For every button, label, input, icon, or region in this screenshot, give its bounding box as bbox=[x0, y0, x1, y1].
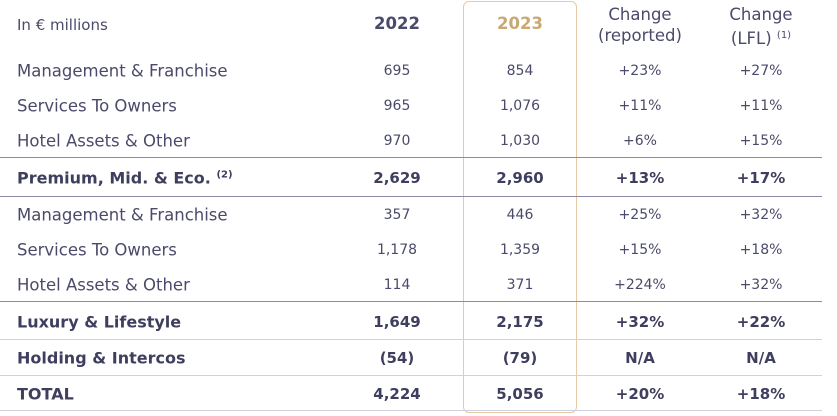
change-reported-header: Change (reported) bbox=[590, 4, 690, 46]
row-label-text: Premium, Mid. & Eco. bbox=[17, 168, 211, 187]
change-lfl: +15% bbox=[739, 132, 783, 149]
change-lfl-label: (LFL) bbox=[730, 29, 772, 48]
change-lfl: +32% bbox=[739, 206, 783, 223]
change-lfl-line2: (LFL) (1) bbox=[710, 25, 812, 49]
row-label: Hotel Assets & Other bbox=[17, 131, 190, 150]
change-reported: +15% bbox=[618, 241, 662, 258]
value-2022: (54) bbox=[379, 348, 415, 367]
table-header: In € millions 2022 2023 Change (reported… bbox=[0, 0, 837, 50]
value-2022: 2,629 bbox=[373, 168, 421, 187]
row-label: Services To Owners bbox=[17, 96, 177, 115]
table-row: Management & Franchise 357 446 +25% +32% bbox=[0, 197, 837, 232]
value-2023: 1,359 bbox=[499, 241, 541, 258]
change-lfl: N/A bbox=[746, 348, 776, 367]
divider bbox=[0, 410, 822, 411]
change-reported: +13% bbox=[615, 168, 665, 187]
value-2022: 1,649 bbox=[373, 312, 421, 331]
footnote-1: (1) bbox=[776, 30, 792, 41]
value-2022: 357 bbox=[383, 206, 411, 223]
row-label: Management & Franchise bbox=[17, 61, 228, 80]
change-reported: +23% bbox=[618, 62, 662, 79]
change-reported: +20% bbox=[615, 384, 665, 403]
row-label: Luxury & Lifestyle bbox=[17, 312, 182, 331]
change-lfl: +11% bbox=[739, 97, 783, 114]
change-lfl: +18% bbox=[739, 241, 783, 258]
year-2022-header: 2022 bbox=[374, 14, 420, 33]
divider bbox=[0, 375, 822, 376]
value-2023: 371 bbox=[506, 276, 534, 293]
table-row: Management & Franchise 695 854 +23% +27% bbox=[0, 53, 837, 88]
value-2023: 854 bbox=[506, 62, 534, 79]
value-2022: 695 bbox=[383, 62, 411, 79]
change-reported-line2: (reported) bbox=[598, 26, 682, 45]
change-lfl-header: Change (LFL) (1) bbox=[710, 4, 812, 49]
value-2022: 970 bbox=[383, 132, 411, 149]
divider bbox=[0, 301, 822, 302]
row-label: TOTAL bbox=[17, 384, 74, 403]
divider bbox=[0, 157, 822, 158]
row-label: Services To Owners bbox=[17, 240, 177, 259]
change-reported: +224% bbox=[614, 276, 666, 293]
change-reported: +32% bbox=[615, 312, 665, 331]
row-label: Premium, Mid. & Eco. (2) bbox=[17, 168, 233, 187]
change-lfl: +17% bbox=[736, 168, 786, 187]
total-row: TOTAL 4,224 5,056 +20% +18% bbox=[0, 376, 837, 411]
value-2022: 114 bbox=[383, 276, 411, 293]
subtotal-row: Premium, Mid. & Eco. (2) 2,629 2,960 +13… bbox=[0, 160, 837, 195]
table-row: Services To Owners 965 1,076 +11% +11% bbox=[0, 88, 837, 123]
value-2023: 5,056 bbox=[496, 384, 544, 403]
year-2023-header: 2023 bbox=[497, 14, 543, 33]
divider bbox=[0, 339, 822, 340]
change-lfl: +27% bbox=[739, 62, 783, 79]
change-lfl: +22% bbox=[736, 312, 786, 331]
value-2023: 1,076 bbox=[499, 97, 541, 114]
row-label: Holding & Intercos bbox=[17, 348, 186, 367]
units-label: In € millions bbox=[17, 16, 108, 34]
value-2023: (79) bbox=[502, 348, 538, 367]
change-lfl-line1: Change bbox=[729, 5, 793, 24]
highlight-2023-column bbox=[463, 1, 577, 413]
table-row: Hotel Assets & Other 114 371 +224% +32% bbox=[0, 267, 837, 302]
value-2023: 1,030 bbox=[499, 132, 541, 149]
value-2023: 2,175 bbox=[496, 312, 544, 331]
value-2022: 4,224 bbox=[373, 384, 421, 403]
change-lfl: +18% bbox=[736, 384, 786, 403]
subtotal-row: Luxury & Lifestyle 1,649 2,175 +32% +22% bbox=[0, 304, 837, 339]
row-label: Management & Franchise bbox=[17, 205, 228, 224]
change-reported: +11% bbox=[618, 97, 662, 114]
footnote-2: (2) bbox=[216, 169, 233, 180]
table-row: Services To Owners 1,178 1,359 +15% +18% bbox=[0, 232, 837, 267]
row-label: Hotel Assets & Other bbox=[17, 275, 190, 294]
change-lfl: +32% bbox=[739, 276, 783, 293]
change-reported: +25% bbox=[618, 206, 662, 223]
value-2023: 446 bbox=[506, 206, 534, 223]
divider bbox=[0, 196, 822, 197]
change-reported-line1: Change bbox=[608, 5, 672, 24]
change-reported: +6% bbox=[623, 132, 657, 149]
value-2022: 1,178 bbox=[376, 241, 418, 258]
value-2022: 965 bbox=[383, 97, 411, 114]
change-reported: N/A bbox=[625, 348, 655, 367]
table-row: Hotel Assets & Other 970 1,030 +6% +15% bbox=[0, 123, 837, 158]
subtotal-row: Holding & Intercos (54) (79) N/A N/A bbox=[0, 340, 837, 375]
value-2023: 2,960 bbox=[496, 168, 544, 187]
